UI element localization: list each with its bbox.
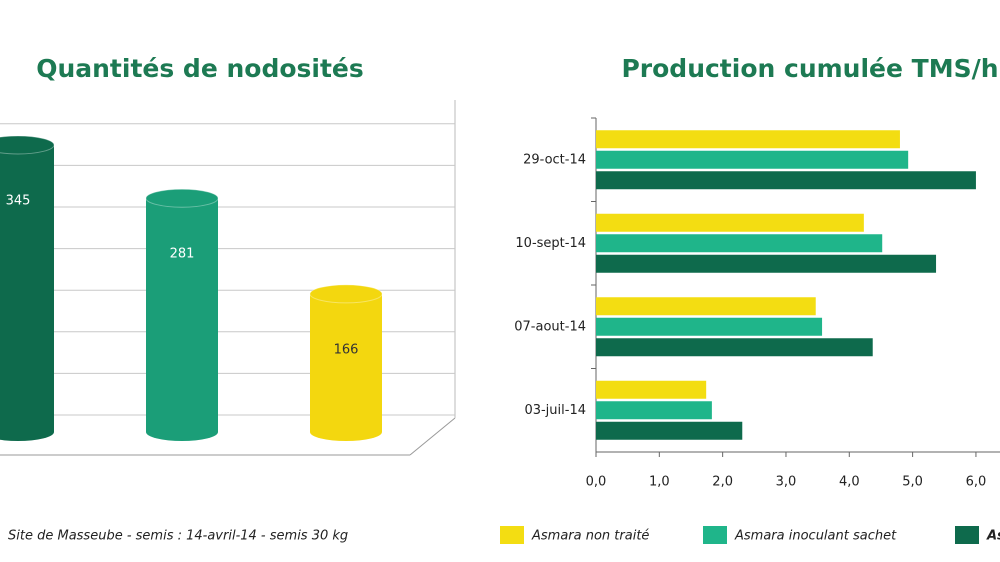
bar	[596, 338, 873, 357]
bar	[596, 213, 864, 232]
data-label: 345	[6, 193, 31, 208]
cylinder-top	[145, 188, 219, 208]
data-label: 281	[170, 247, 195, 262]
x-tick-label: 0,0	[586, 475, 607, 490]
chart-title: Production cumulée TMS/h	[621, 54, 998, 83]
y-tick-label: 07-aout-14	[514, 319, 586, 334]
bar	[596, 254, 937, 273]
x-tick-label: 1,0	[649, 475, 670, 490]
legend-label: Asmara non traité	[531, 529, 649, 544]
bar	[596, 380, 707, 399]
cylinder	[0, 144, 54, 432]
cylinder	[310, 293, 382, 432]
legend-label: Asmara inoculant sachet	[734, 529, 897, 544]
chart-title: Quantités de nodosités	[36, 54, 364, 83]
legend-swatch	[500, 526, 524, 544]
cylinder-top	[0, 135, 55, 155]
x-tick-label: 6,0	[966, 475, 987, 490]
y-tick-label: 03-juil-14	[524, 403, 586, 418]
chart-note: Site de Masseube - semis : 14-avril-14 -…	[8, 529, 348, 544]
cylinder-top	[309, 284, 383, 304]
x-tick-label: 3,0	[776, 475, 797, 490]
x-tick-label: 2,0	[712, 475, 733, 490]
y-tick-label: 29-oct-14	[523, 152, 586, 167]
x-tick-label: 4,0	[839, 475, 860, 490]
bar	[596, 421, 743, 440]
y-tick-label: 10-sept-14	[515, 236, 586, 251]
bar	[596, 150, 909, 169]
bar	[596, 130, 900, 149]
bar	[596, 317, 823, 336]
legend-swatch	[955, 526, 979, 544]
cylinder	[146, 198, 218, 432]
bar	[596, 401, 712, 420]
bar	[596, 171, 976, 190]
x-tick-label: 5,0	[902, 475, 923, 490]
data-label: 166	[334, 342, 359, 357]
legend-label: As	[986, 529, 1000, 544]
legend-swatch	[703, 526, 727, 544]
bar	[596, 297, 816, 316]
bar	[596, 234, 883, 253]
floor-edge	[409, 417, 456, 456]
